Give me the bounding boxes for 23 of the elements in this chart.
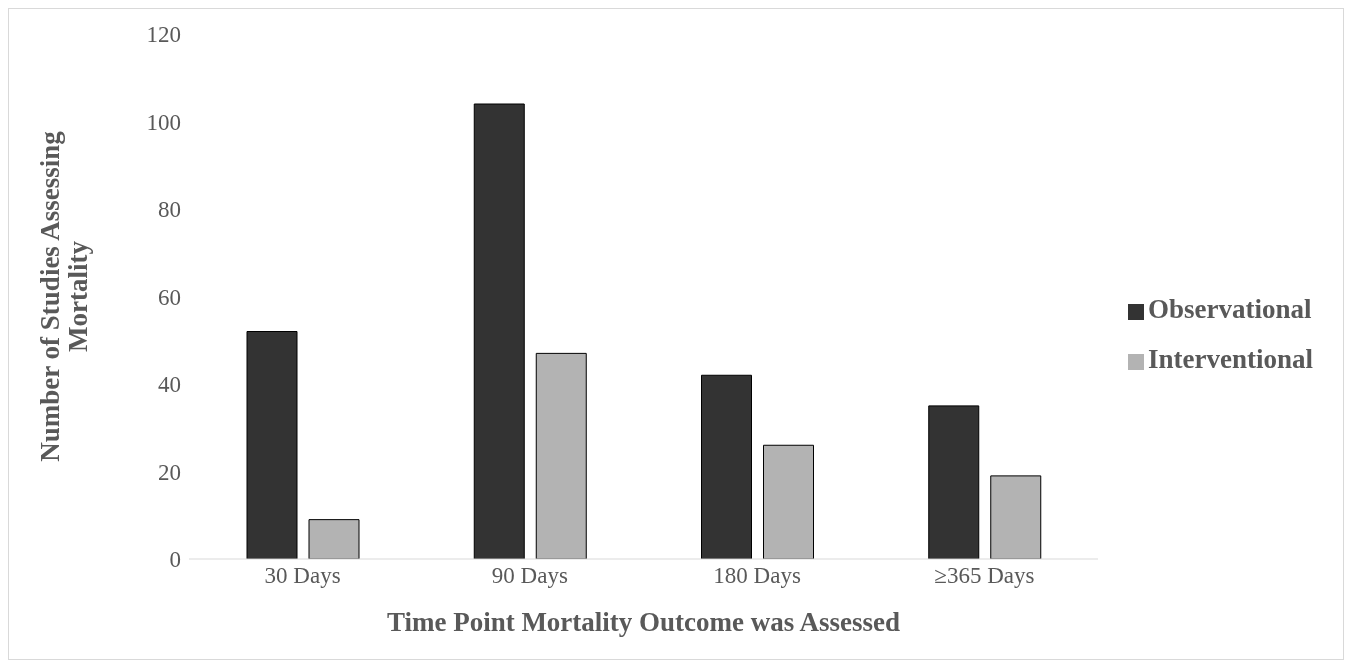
y-tick-label: 100 [146,109,181,135]
bar [928,405,980,559]
x-axis-title: Time Point Mortality Outcome was Assessed [386,607,901,637]
y-tick-label: 20 [158,459,181,485]
bar [246,331,298,559]
bar [535,352,587,559]
bar [308,519,360,559]
x-tick-label: 30 Days [264,563,341,589]
bar [473,103,525,559]
y-tick-label: 60 [158,284,181,310]
x-tick-label: 180 Days [713,563,801,589]
y-tick-label: 40 [158,372,181,398]
y-tick-label: 80 [158,197,181,223]
y-tick-label: 0 [169,547,181,573]
bar [763,444,814,559]
legend-label: Interventional [1148,344,1313,374]
x-tick-label: 90 Days [491,563,568,589]
x-tick-label: ≥365 Days [934,563,1035,589]
y-tick-label: 120 [146,22,181,48]
legend-label: Observational [1148,294,1312,324]
bar [701,374,752,559]
y-axis-title: Number of Studies Assessing Mortality [35,130,93,462]
bar [990,475,1042,559]
